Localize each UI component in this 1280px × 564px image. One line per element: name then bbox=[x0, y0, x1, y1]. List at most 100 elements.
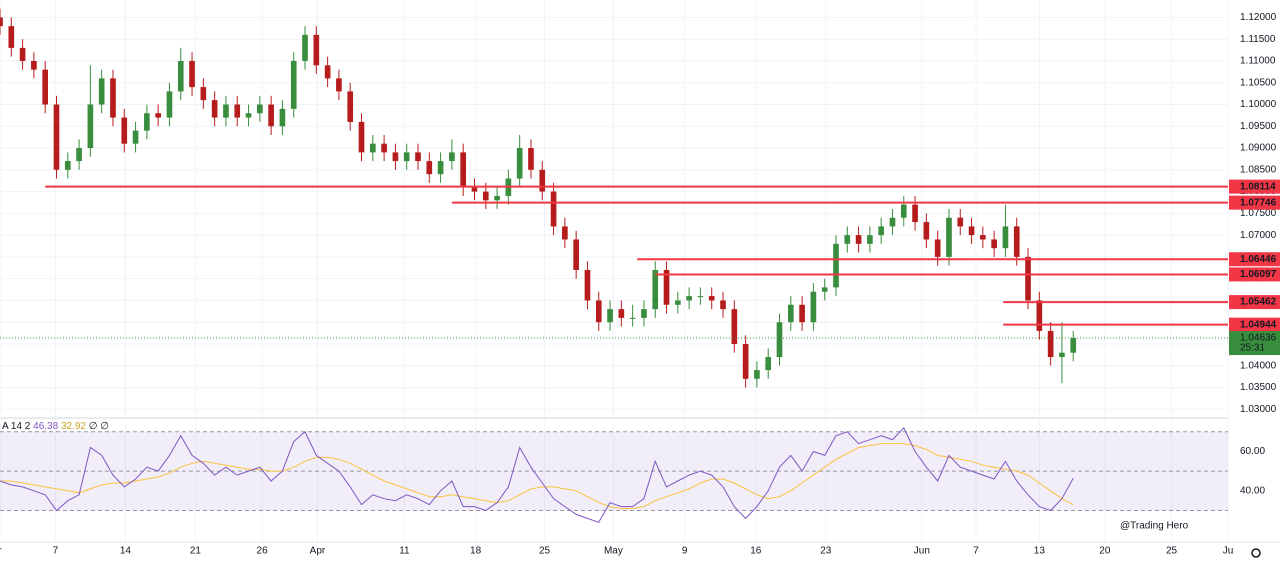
x-tick-label: 9 bbox=[682, 546, 688, 557]
candle-body bbox=[867, 235, 873, 244]
candle-body bbox=[53, 104, 60, 170]
gear[interactable] bbox=[1251, 548, 1261, 558]
candle-body bbox=[708, 296, 715, 301]
legend-value: A 14 2 bbox=[2, 421, 31, 432]
candle-body bbox=[403, 152, 410, 162]
y-tick-label: 1.03000 bbox=[1240, 404, 1277, 415]
x-tick-label: 11 bbox=[399, 546, 410, 557]
candle-body bbox=[1070, 338, 1077, 353]
x-tick-label: 20 bbox=[1099, 546, 1111, 557]
candle-body bbox=[1025, 256, 1031, 301]
candle-body bbox=[787, 304, 794, 323]
candle-body bbox=[855, 235, 862, 244]
candle-body bbox=[42, 69, 49, 105]
x-tick-label: 25 bbox=[539, 546, 551, 557]
level-label-bg bbox=[1229, 267, 1280, 282]
watermark: @Trading Hero bbox=[1120, 521, 1189, 532]
candle-body bbox=[833, 243, 839, 288]
candle-body bbox=[652, 269, 659, 310]
x-tick-label: 7 bbox=[53, 546, 59, 557]
level-label-bg bbox=[1229, 195, 1280, 210]
candle-body bbox=[189, 60, 195, 88]
legend-value: 46.38 bbox=[33, 421, 58, 432]
y-tick-label: 1.11500 bbox=[1240, 34, 1276, 45]
candle-body bbox=[573, 239, 579, 270]
x-tick-label: 7 bbox=[973, 546, 979, 557]
candle-body bbox=[686, 296, 692, 301]
candle-body bbox=[449, 152, 455, 162]
y-tick-label: 1.07000 bbox=[1240, 230, 1277, 241]
last-price-label: 1.04636 bbox=[1240, 333, 1277, 344]
candle-body bbox=[426, 161, 433, 175]
candle-body bbox=[754, 370, 760, 379]
rsi-line bbox=[0, 443, 1074, 509]
candle-body bbox=[1047, 330, 1054, 358]
candle-body bbox=[799, 304, 805, 323]
candle-body bbox=[347, 91, 354, 122]
y-tick-label: 1.10000 bbox=[1240, 99, 1277, 110]
level-label: 1.08114 bbox=[1240, 181, 1276, 192]
candle-body bbox=[437, 161, 444, 175]
candle-body bbox=[19, 47, 26, 61]
candle-body bbox=[211, 100, 218, 118]
candle-body bbox=[76, 148, 82, 162]
candle-body bbox=[900, 204, 907, 218]
x-tick-label: 25 bbox=[1166, 546, 1178, 557]
candle-body bbox=[369, 143, 376, 153]
level-label-bg bbox=[1229, 317, 1280, 332]
level-label-bg bbox=[1229, 295, 1280, 310]
candle-body bbox=[155, 113, 161, 118]
level-label: 1.05462 bbox=[1240, 297, 1277, 308]
level-label: 1.07746 bbox=[1240, 197, 1277, 208]
candle-body bbox=[110, 78, 116, 118]
level-label-bg bbox=[1229, 179, 1280, 194]
candle-body bbox=[268, 104, 274, 127]
x-tick-label: May bbox=[604, 546, 623, 557]
candle-body bbox=[765, 357, 772, 371]
candle-body bbox=[245, 113, 252, 118]
candle-body bbox=[844, 235, 851, 244]
candle-body bbox=[1013, 226, 1020, 257]
candle-body bbox=[482, 191, 489, 201]
candle-body bbox=[562, 226, 568, 240]
y-tick-label: 1.04000 bbox=[1240, 360, 1277, 371]
settings-icon[interactable] bbox=[1251, 548, 1261, 558]
candle-body bbox=[980, 235, 986, 240]
candle-body bbox=[200, 87, 207, 101]
rsi-tick-label: 60.00 bbox=[1240, 446, 1265, 457]
candle-body bbox=[166, 91, 173, 118]
candle-body bbox=[550, 191, 557, 227]
y-tick-label: 1.08500 bbox=[1240, 164, 1277, 175]
candle-body bbox=[607, 309, 613, 323]
legend-value: 32.92 bbox=[61, 421, 86, 432]
candle-body bbox=[0, 17, 3, 27]
candle-body bbox=[912, 204, 918, 223]
rsi-tick-label: 40.00 bbox=[1240, 485, 1265, 496]
x-tick-label: Ju bbox=[1223, 546, 1234, 557]
candle-body bbox=[234, 104, 241, 118]
x-tick-label: 26 bbox=[257, 546, 269, 557]
candle-body bbox=[31, 60, 37, 70]
candle-body bbox=[595, 300, 602, 323]
countdown: 25:31 bbox=[1240, 343, 1265, 354]
candle-body bbox=[381, 143, 387, 153]
x-tick-label: r bbox=[0, 546, 2, 557]
candle-body bbox=[810, 291, 817, 323]
candle-body bbox=[991, 239, 997, 249]
candle-body bbox=[324, 65, 331, 79]
y-tick-label: 1.03500 bbox=[1240, 382, 1277, 393]
y-tick-label: 1.12000 bbox=[1240, 12, 1277, 23]
candle-body bbox=[934, 239, 941, 257]
candle-body bbox=[87, 104, 94, 149]
last-price-bg bbox=[1229, 331, 1280, 356]
candle-body bbox=[878, 226, 885, 236]
candle-body bbox=[675, 300, 681, 305]
candle-body bbox=[121, 117, 128, 144]
candle-body bbox=[1036, 300, 1043, 331]
level-label: 1.06097 bbox=[1240, 269, 1277, 280]
x-tick-label: 13 bbox=[1034, 546, 1046, 557]
candle-body bbox=[584, 269, 591, 301]
candle-body bbox=[1059, 352, 1065, 358]
